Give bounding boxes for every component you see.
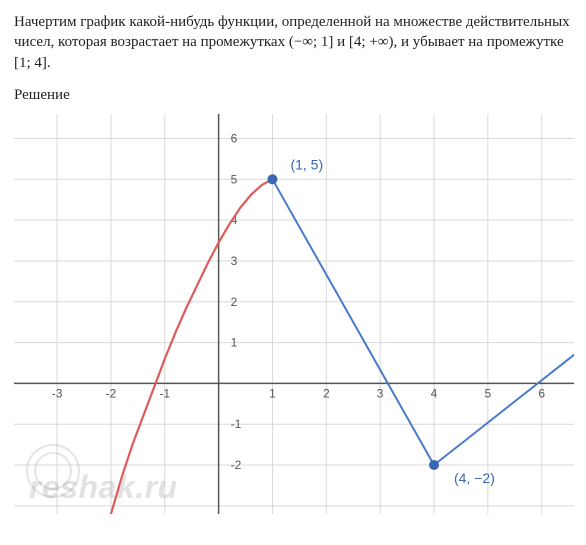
svg-text:3: 3 [377,386,384,400]
svg-text:2: 2 [323,386,330,400]
svg-text:3: 3 [231,254,238,268]
solution-label: Решение [14,87,572,104]
svg-text:6: 6 [231,131,238,145]
svg-text:-3: -3 [52,386,63,400]
problem-text: Начертим график какой-нибудь функции, оп… [14,12,572,73]
svg-text:-2: -2 [231,458,242,472]
svg-text:(4, −2): (4, −2) [454,470,495,486]
function-chart: -3-2-1123456-2-1123456(1, 5)(4, −2) resh… [14,114,574,514]
svg-text:-1: -1 [159,386,170,400]
svg-text:1: 1 [231,335,238,349]
svg-text:-1: -1 [231,417,242,431]
svg-text:2: 2 [231,295,238,309]
svg-text:6: 6 [538,386,545,400]
svg-text:-2: -2 [106,386,117,400]
svg-text:5: 5 [485,386,492,400]
svg-text:5: 5 [231,172,238,186]
svg-text:4: 4 [431,386,438,400]
svg-text:(1, 5): (1, 5) [290,156,323,172]
svg-text:1: 1 [269,386,276,400]
